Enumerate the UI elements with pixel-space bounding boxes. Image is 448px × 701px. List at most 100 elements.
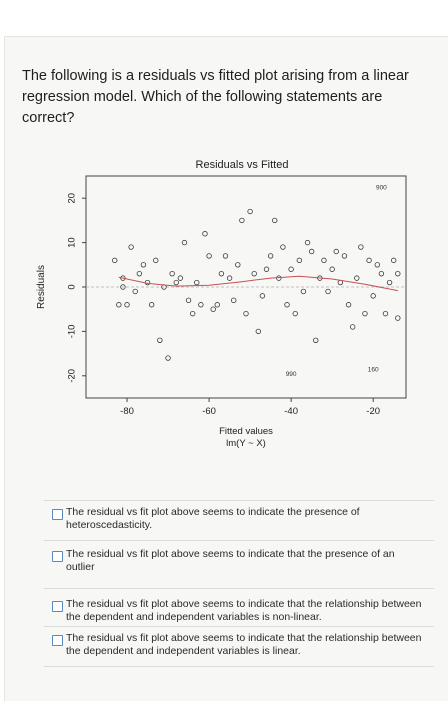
data-point <box>321 257 327 264</box>
data-point <box>177 275 184 281</box>
x-axis-label-line1: Fitted values <box>219 426 273 437</box>
data-point <box>222 253 229 259</box>
y-tick-label: 20 <box>67 193 78 204</box>
residuals-chart: Residuals vs Fitted -20 -10 0 10 20 -80 -60 -4… <box>28 150 428 490</box>
data-point <box>153 257 159 264</box>
data-point <box>247 208 253 215</box>
option-checkbox[interactable] <box>52 509 63 520</box>
option-checkbox[interactable] <box>52 551 63 562</box>
data-point <box>354 275 360 281</box>
option-checkbox[interactable] <box>52 635 63 646</box>
data-point <box>358 244 364 250</box>
option-non-linear[interactable]: The residual vs fit plot above seems to … <box>44 598 434 638</box>
scatter-points <box>112 208 401 361</box>
option-divider <box>44 666 434 667</box>
data-point <box>210 306 216 312</box>
data-point <box>165 355 171 361</box>
data-point <box>235 262 241 268</box>
smooth-line <box>118 275 398 292</box>
data-point <box>251 270 257 277</box>
data-point <box>148 302 155 308</box>
data-point <box>395 270 401 277</box>
data-point <box>181 239 188 246</box>
data-point <box>370 293 376 299</box>
data-point <box>112 257 118 264</box>
data-point <box>194 279 200 286</box>
option-heteroscedasticity[interactable]: The residual vs fit plot above seems to … <box>44 506 434 546</box>
data-point <box>206 253 212 259</box>
data-point <box>374 262 380 268</box>
option-label: The residual vs fit plot above seems to … <box>66 632 422 657</box>
data-point <box>333 248 339 255</box>
data-point <box>214 302 220 308</box>
data-point <box>284 302 290 308</box>
data-point <box>185 297 192 304</box>
data-point <box>296 257 303 264</box>
y-axis-label: Residuals <box>36 265 47 309</box>
y-tick-label: 0 <box>67 284 78 289</box>
option-label: The residual vs fit plot above seems to … <box>66 598 422 623</box>
chart-title: Residuals vs Fitted <box>196 159 289 171</box>
data-point <box>329 266 335 272</box>
data-point <box>198 302 204 308</box>
data-point <box>345 302 352 308</box>
data-point <box>288 266 294 272</box>
x-tick-label: -60 <box>202 406 216 417</box>
option-linear[interactable]: The residual vs fit plot above seems to … <box>44 632 434 672</box>
point-label: 900 <box>376 184 387 191</box>
data-point <box>349 324 356 330</box>
data-point <box>189 310 196 317</box>
option-divider <box>44 500 434 501</box>
data-point <box>390 257 397 264</box>
data-point <box>300 288 307 295</box>
data-point <box>304 239 311 246</box>
data-point <box>230 297 237 304</box>
data-point <box>124 302 130 308</box>
option-outlier[interactable]: The residual vs fit plot above seems to … <box>44 548 434 588</box>
data-point <box>378 270 385 277</box>
data-point <box>169 270 175 277</box>
option-divider <box>44 588 434 589</box>
x-tick-label: -20 <box>366 406 380 417</box>
data-point <box>128 244 134 250</box>
data-point <box>157 337 163 343</box>
y-tick-label: 10 <box>67 237 78 248</box>
point-label: 160 <box>368 366 379 373</box>
data-point <box>382 310 389 317</box>
question-card <box>4 36 448 701</box>
data-point <box>140 262 147 268</box>
data-point <box>116 302 122 308</box>
data-point <box>255 328 262 335</box>
option-label: The residual vs fit plot above seems to … <box>66 548 395 573</box>
data-point <box>341 253 348 259</box>
data-point <box>132 288 138 295</box>
data-point <box>267 253 274 259</box>
data-point <box>239 217 245 224</box>
x-axis: -80 -60 -40 -20 <box>120 398 380 417</box>
option-checkbox[interactable] <box>52 601 63 612</box>
x-tick-label: -80 <box>120 406 134 417</box>
data-point <box>120 284 126 290</box>
data-point <box>259 293 266 299</box>
data-point <box>395 315 401 321</box>
option-divider <box>44 540 434 541</box>
data-point <box>366 257 372 264</box>
x-tick-label: -40 <box>284 406 298 417</box>
x-axis-label-line2: lm(Y ~ X) <box>226 438 266 449</box>
data-point <box>280 244 286 250</box>
data-point <box>202 231 208 237</box>
data-point <box>173 279 179 286</box>
data-point <box>308 248 315 255</box>
residuals-plot-svg: Residuals vs Fitted -20 -10 0 10 20 -80 -60 -4… <box>36 159 407 449</box>
y-axis: -20 -10 0 10 20 <box>67 193 86 383</box>
data-point <box>136 270 143 277</box>
y-tick-label: -10 <box>67 325 78 339</box>
data-point <box>243 310 249 317</box>
point-label: 990 <box>286 371 297 378</box>
data-point <box>313 337 319 343</box>
data-point <box>362 310 368 317</box>
data-point <box>325 288 331 295</box>
data-point <box>386 279 393 286</box>
data-point <box>263 266 270 272</box>
question-text: The following is a residuals vs fitted p… <box>22 68 409 126</box>
